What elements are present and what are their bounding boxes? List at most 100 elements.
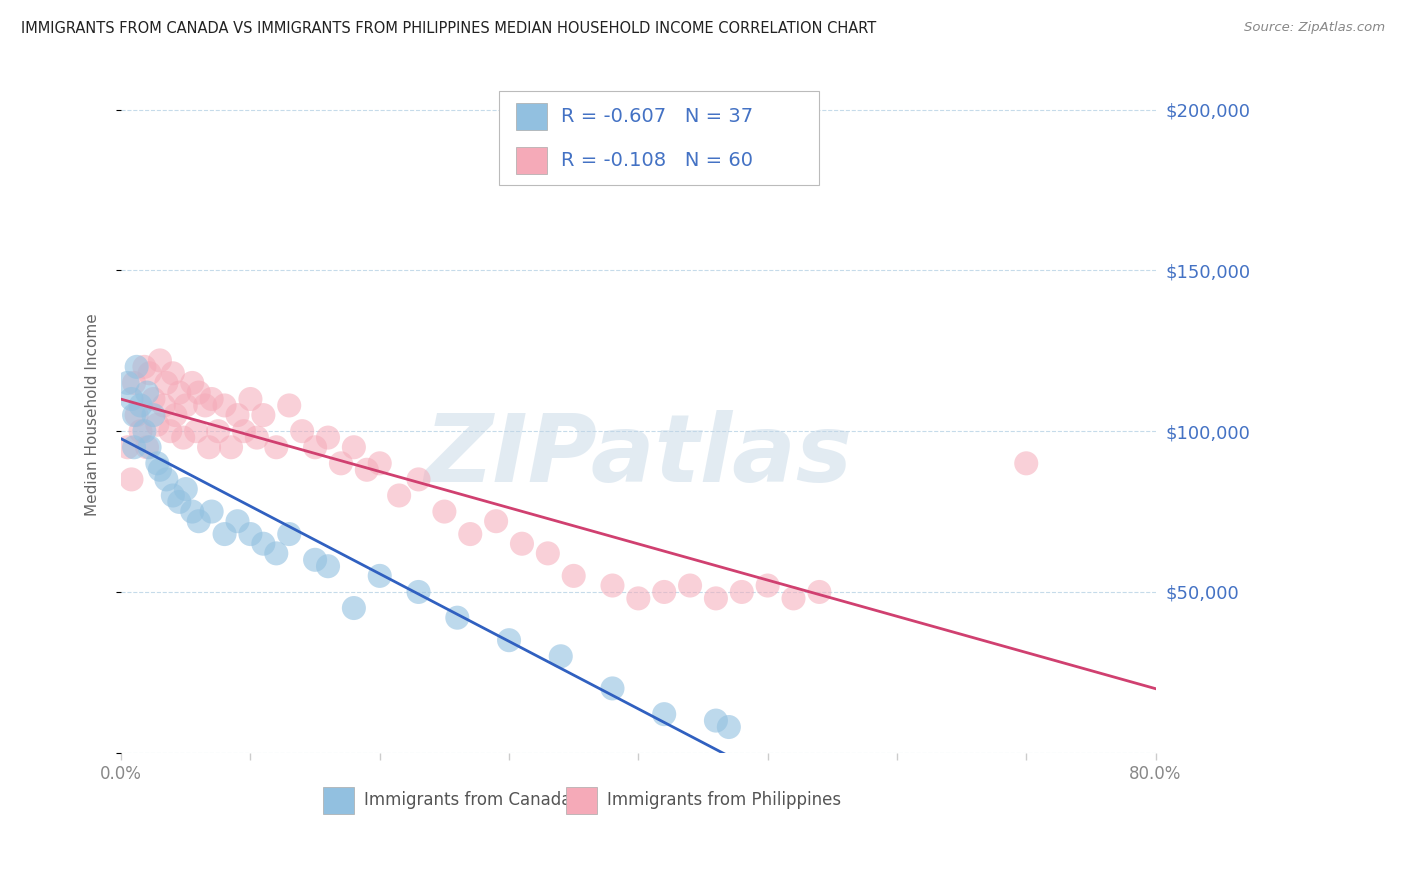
Text: R = -0.607   N = 37: R = -0.607 N = 37 xyxy=(561,107,752,126)
Point xyxy=(194,399,217,413)
Point xyxy=(756,578,779,592)
Point xyxy=(214,527,236,541)
Point xyxy=(146,456,169,470)
Point xyxy=(304,553,326,567)
Text: R = -0.108   N = 60: R = -0.108 N = 60 xyxy=(561,151,752,169)
Point xyxy=(316,559,339,574)
Point xyxy=(343,601,366,615)
Point xyxy=(446,610,468,624)
Text: IMMIGRANTS FROM CANADA VS IMMIGRANTS FROM PHILIPPINES MEDIAN HOUSEHOLD INCOME CO: IMMIGRANTS FROM CANADA VS IMMIGRANTS FRO… xyxy=(21,21,876,36)
Point xyxy=(138,440,160,454)
Point xyxy=(278,399,301,413)
Point xyxy=(278,527,301,541)
Point xyxy=(138,366,160,380)
Point xyxy=(562,569,585,583)
Point xyxy=(226,408,249,422)
Point xyxy=(433,505,456,519)
Point xyxy=(343,440,366,454)
Point xyxy=(162,488,184,502)
Point xyxy=(174,482,197,496)
FancyBboxPatch shape xyxy=(567,787,598,814)
Point xyxy=(717,720,740,734)
Point xyxy=(121,392,143,406)
Point xyxy=(408,472,430,486)
Point xyxy=(239,392,262,406)
Point xyxy=(652,585,675,599)
Point xyxy=(136,440,159,454)
Y-axis label: Median Household Income: Median Household Income xyxy=(86,314,100,516)
Point xyxy=(219,440,242,454)
Point xyxy=(252,408,274,422)
Point xyxy=(1015,456,1038,470)
Point xyxy=(184,424,207,438)
Point xyxy=(122,408,145,422)
Point xyxy=(146,417,169,432)
Point xyxy=(129,399,152,413)
Point xyxy=(142,408,165,422)
Point xyxy=(181,505,204,519)
Point xyxy=(498,633,520,648)
Point xyxy=(149,463,172,477)
Point xyxy=(537,546,560,560)
Point xyxy=(187,385,209,400)
Point xyxy=(117,440,139,454)
Point xyxy=(226,514,249,528)
Point xyxy=(159,424,181,438)
Point xyxy=(149,353,172,368)
Point xyxy=(329,456,352,470)
Point xyxy=(117,376,139,390)
Point xyxy=(246,431,269,445)
Point xyxy=(602,578,624,592)
Point xyxy=(214,399,236,413)
Point xyxy=(198,440,221,454)
Point xyxy=(704,591,727,606)
Point xyxy=(207,424,229,438)
Point xyxy=(291,424,314,438)
Point xyxy=(233,424,256,438)
Text: Source: ZipAtlas.com: Source: ZipAtlas.com xyxy=(1244,21,1385,34)
Point xyxy=(201,505,224,519)
Point xyxy=(201,392,224,406)
Point xyxy=(550,649,572,664)
Point xyxy=(602,681,624,696)
Point xyxy=(134,424,156,438)
Point xyxy=(122,440,145,454)
Point xyxy=(704,714,727,728)
Point xyxy=(252,537,274,551)
Point xyxy=(162,366,184,380)
Point xyxy=(134,359,156,374)
Point xyxy=(731,585,754,599)
Point xyxy=(172,431,194,445)
Point xyxy=(388,488,411,502)
Point xyxy=(187,514,209,528)
Point xyxy=(165,408,187,422)
Point xyxy=(368,569,391,583)
Point xyxy=(121,472,143,486)
Point xyxy=(181,376,204,390)
Point xyxy=(155,376,177,390)
Point xyxy=(679,578,702,592)
Point xyxy=(129,424,152,438)
Point xyxy=(652,707,675,722)
Point xyxy=(266,440,288,454)
Point xyxy=(169,385,191,400)
Point xyxy=(408,585,430,599)
Point xyxy=(485,514,508,528)
Point xyxy=(239,527,262,541)
Point xyxy=(627,591,650,606)
Point xyxy=(155,472,177,486)
Point xyxy=(142,392,165,406)
Point xyxy=(136,385,159,400)
Point xyxy=(153,399,176,413)
Point xyxy=(266,546,288,560)
Point xyxy=(174,399,197,413)
Point xyxy=(510,537,533,551)
Point xyxy=(122,376,145,390)
FancyBboxPatch shape xyxy=(323,787,354,814)
Point xyxy=(458,527,481,541)
Point xyxy=(356,463,378,477)
Point xyxy=(125,408,148,422)
Text: Immigrants from Philippines: Immigrants from Philippines xyxy=(607,791,841,809)
Point xyxy=(782,591,804,606)
Text: ZIPatlas: ZIPatlas xyxy=(425,409,852,501)
